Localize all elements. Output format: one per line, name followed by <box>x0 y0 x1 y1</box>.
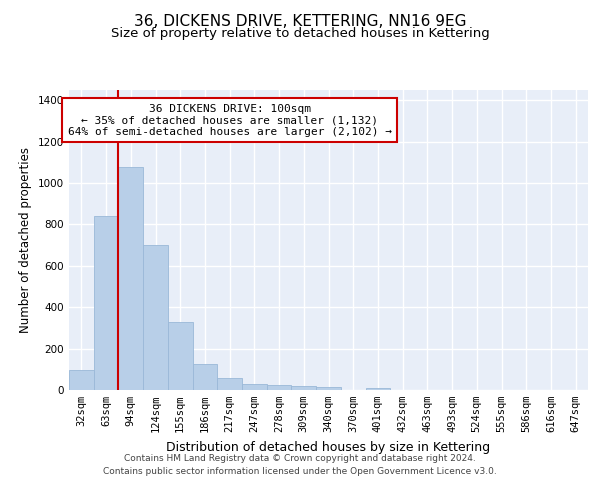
Bar <box>267 386 292 390</box>
Text: Contains HM Land Registry data © Crown copyright and database right 2024.: Contains HM Land Registry data © Crown c… <box>124 454 476 463</box>
Bar <box>69 370 94 390</box>
Bar <box>217 378 242 390</box>
Bar <box>365 388 390 390</box>
Bar <box>94 216 118 390</box>
Bar <box>193 364 217 390</box>
Text: 36, DICKENS DRIVE, KETTERING, NN16 9EG: 36, DICKENS DRIVE, KETTERING, NN16 9EG <box>134 14 466 29</box>
Bar <box>168 322 193 390</box>
Y-axis label: Number of detached properties: Number of detached properties <box>19 147 32 333</box>
Bar <box>118 166 143 390</box>
X-axis label: Distribution of detached houses by size in Kettering: Distribution of detached houses by size … <box>166 440 491 454</box>
Bar <box>316 387 341 390</box>
Text: 36 DICKENS DRIVE: 100sqm
← 35% of detached houses are smaller (1,132)
64% of sem: 36 DICKENS DRIVE: 100sqm ← 35% of detach… <box>68 104 392 136</box>
Bar <box>242 384 267 390</box>
Text: Size of property relative to detached houses in Kettering: Size of property relative to detached ho… <box>110 27 490 40</box>
Text: Contains public sector information licensed under the Open Government Licence v3: Contains public sector information licen… <box>103 467 497 476</box>
Bar <box>143 245 168 390</box>
Bar <box>292 386 316 390</box>
